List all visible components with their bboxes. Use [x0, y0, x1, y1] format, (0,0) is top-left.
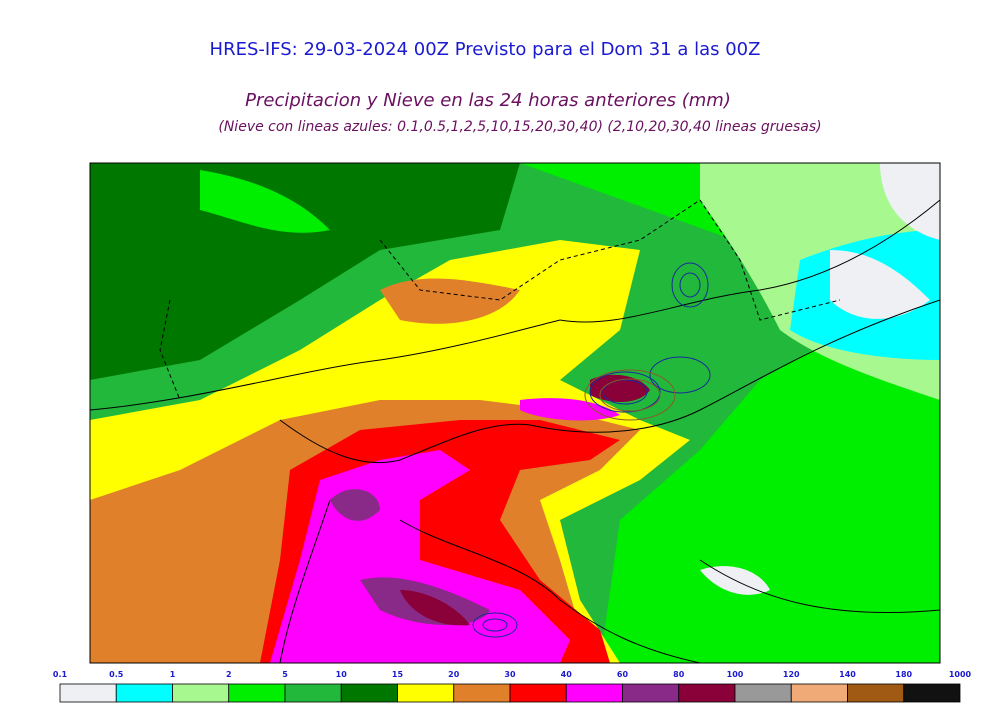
color-box [622, 683, 680, 703]
color-box [847, 683, 905, 703]
level-label: 0.5 [109, 670, 124, 679]
level-label: 100 [727, 670, 744, 679]
map [90, 163, 940, 663]
subtitle: Precipitacion y Nieve en las 24 horas an… [245, 90, 731, 111]
colorbar: 0.1 0.5 1 2 5 10 15 20 30 40 60 80 100 120 140 180 1000 [53, 670, 972, 703]
color-box [903, 683, 961, 703]
color-box [115, 683, 173, 703]
level-label: 60 [617, 670, 629, 679]
level-label: 30 [504, 670, 516, 679]
level-label: 80 [673, 670, 685, 679]
color-box [228, 683, 286, 703]
note: (Nieve con lineas azules: 0.1,0.5,1,2,5,… [218, 119, 821, 135]
level-label: 40 [561, 670, 573, 679]
level-label: 0.1 [53, 670, 68, 679]
level-label: 2 [226, 670, 232, 679]
level-label: 140 [839, 670, 856, 679]
level-label: 5 [282, 670, 288, 679]
level-label: 1000 [949, 670, 972, 679]
level-label: 120 [783, 670, 800, 679]
level-label: 15 [392, 670, 404, 679]
level-label: 10 [336, 670, 348, 679]
color-box [340, 683, 398, 703]
title: HRES-IFS: 29-03-2024 00Z Previsto para e… [210, 39, 761, 60]
color-box [284, 683, 342, 703]
level-label: 20 [448, 670, 460, 679]
color-box [509, 683, 567, 703]
color-box [734, 683, 792, 703]
color-box [59, 683, 117, 703]
color-box [397, 683, 455, 703]
color-box [678, 683, 736, 703]
color-box [453, 683, 511, 703]
color-box [565, 683, 623, 703]
level-label: 1 [170, 670, 176, 679]
color-box [172, 683, 230, 703]
color-box [790, 683, 848, 703]
level-label: 180 [895, 670, 912, 679]
map-frame [89, 162, 941, 664]
